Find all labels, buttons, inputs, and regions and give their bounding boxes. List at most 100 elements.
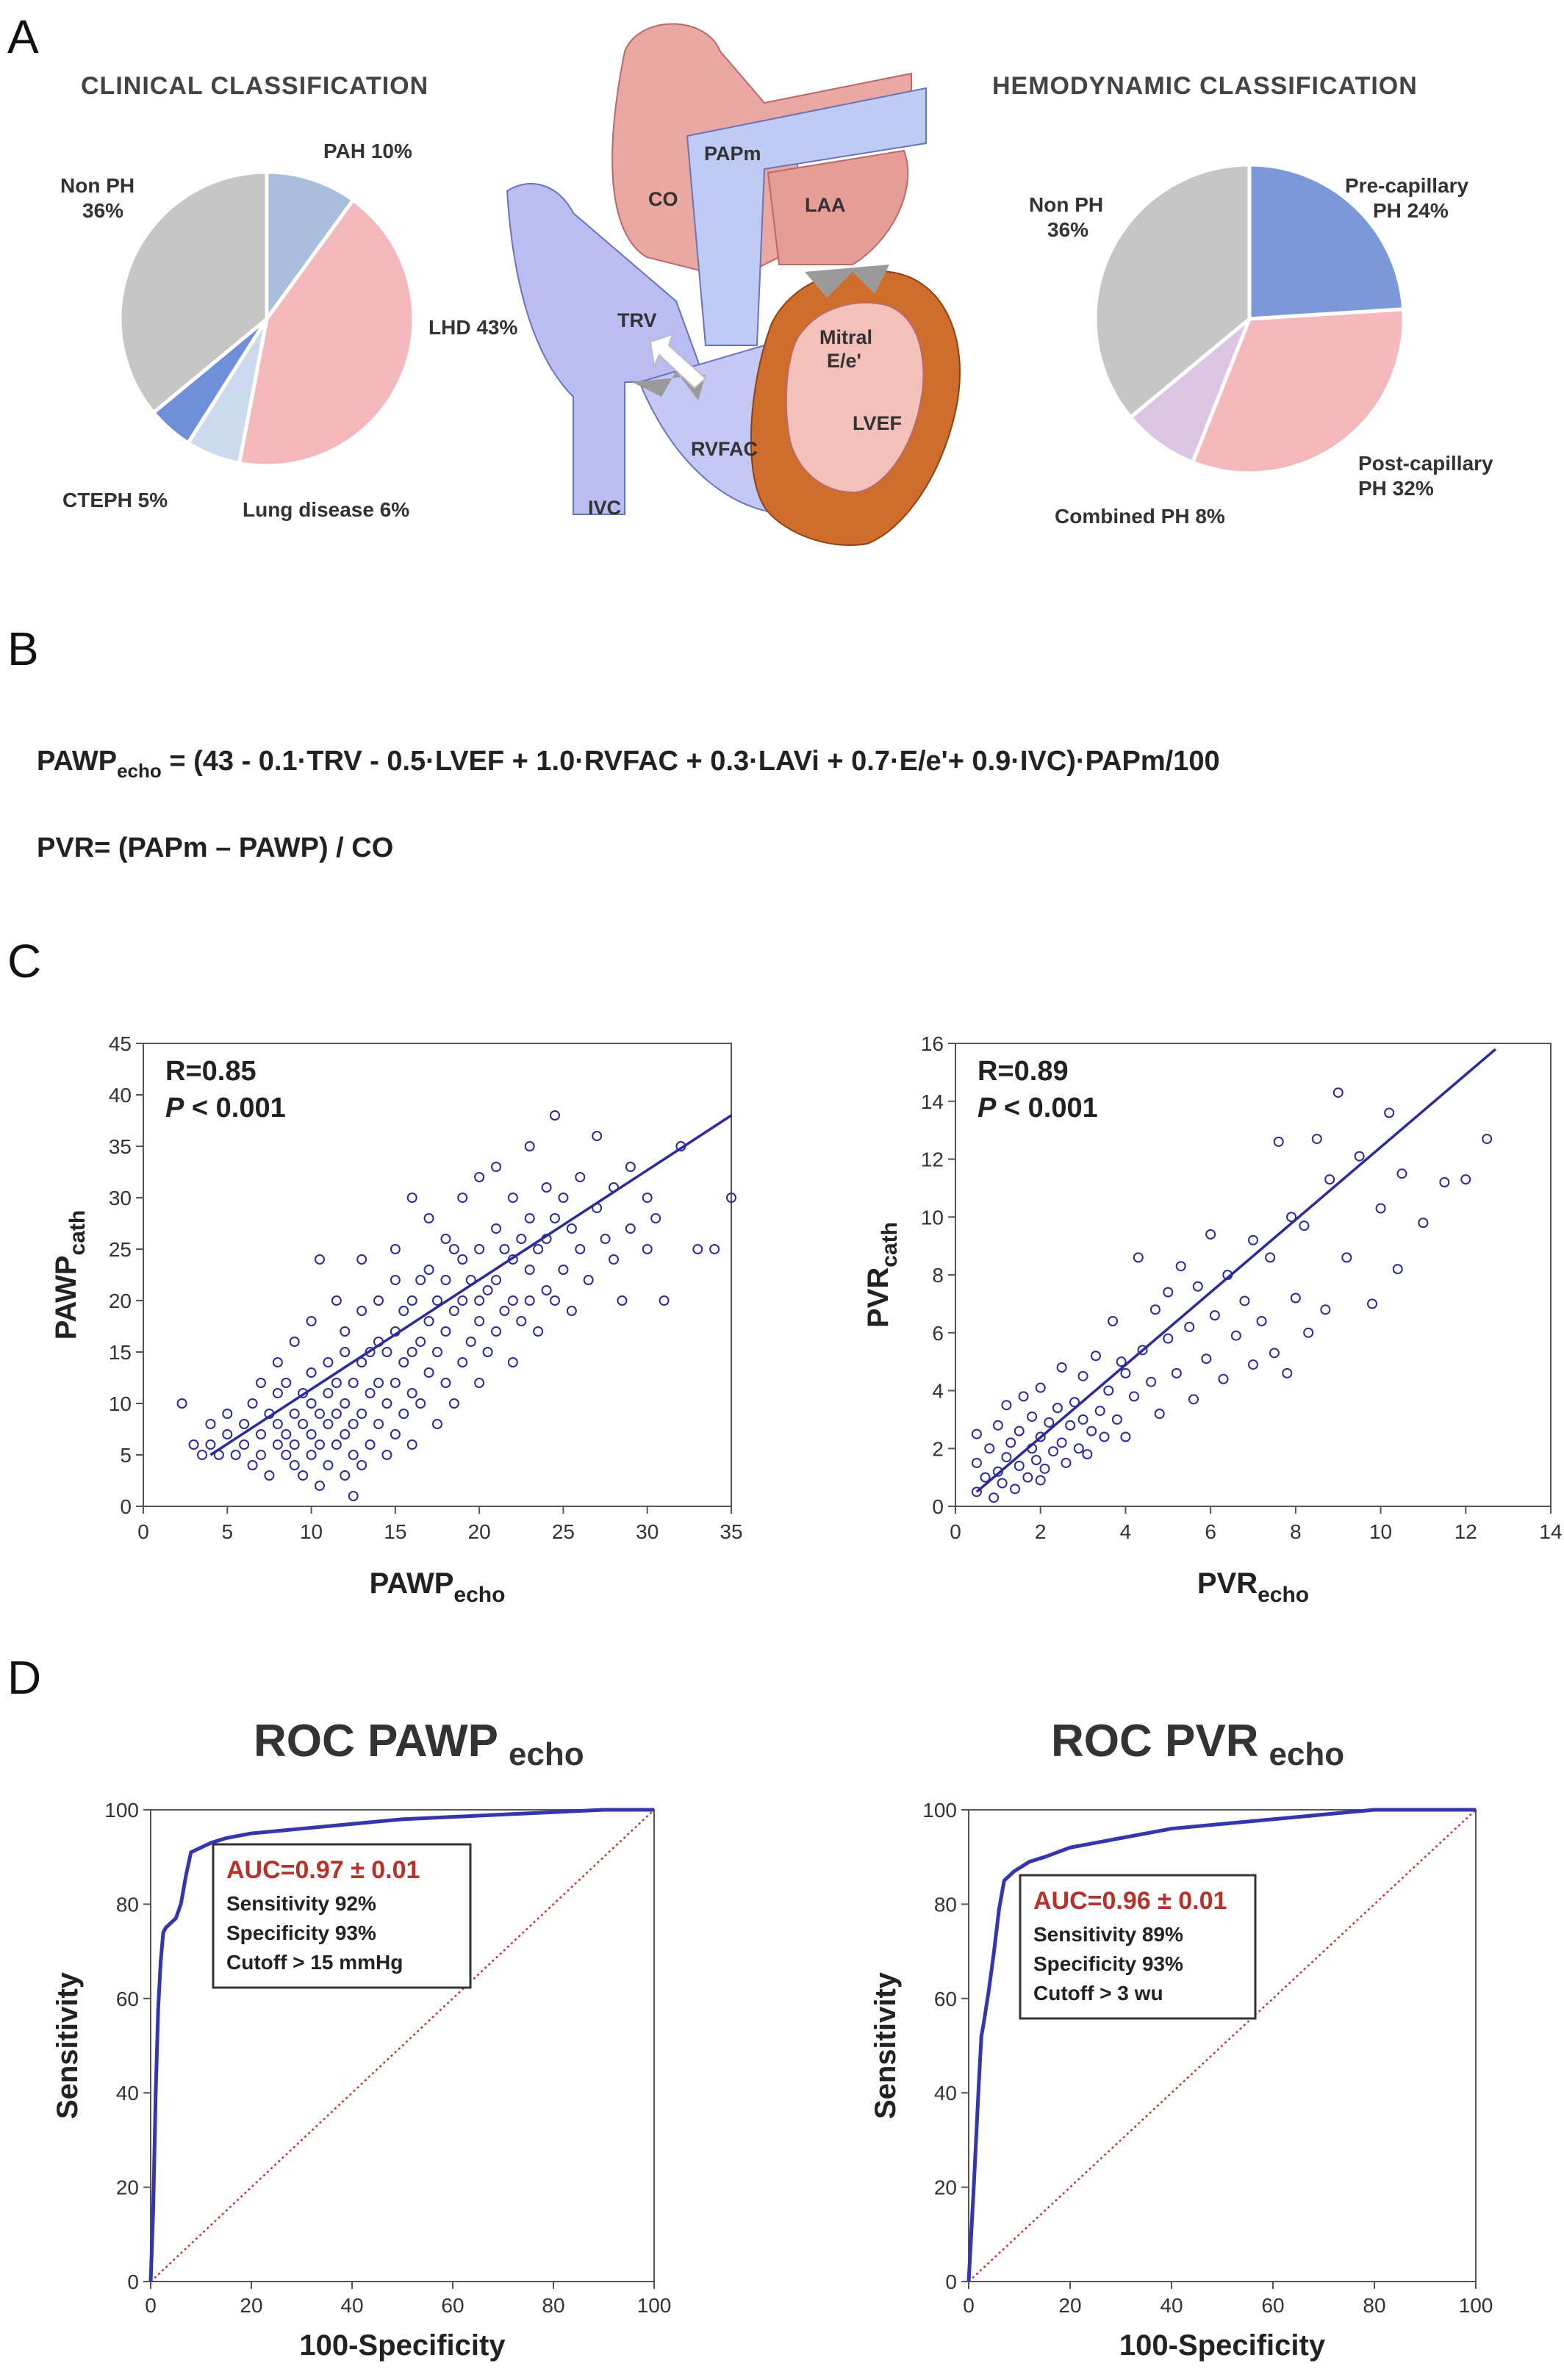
pawp-scatter-point-12: [247, 1398, 258, 1409]
pawp-scatter-point-78: [398, 1409, 409, 1419]
pvr-scatter-point-47: [1133, 1252, 1144, 1263]
pawp-scatter-point-158: [659, 1295, 670, 1306]
pvr-scatter-point-7: [992, 1420, 1003, 1431]
pawp-scatter-point-130: [524, 1213, 535, 1223]
pawp-scatter-point-132: [533, 1326, 544, 1337]
roc-pawp-auc: AUC=0.97 ± 0.01: [226, 1856, 420, 1884]
pawp-scatter-point-143: [566, 1223, 577, 1234]
roc-pawp-chart: 0 20 40 60 80 100 0 20 40 60 80 100 AUC=0.97 ± 0.01 S…: [51, 1799, 671, 2362]
pvr-scatter-point-84: [1375, 1203, 1386, 1214]
pawp-scatter-point-53: [340, 1326, 351, 1337]
formula-pawp: PAWPecho = (43 - 0.1·TRV - 0.5·LVEF + 1.…: [37, 746, 1220, 782]
pie-label-lhd: LHD 43%: [428, 316, 517, 339]
roc-pawp-ytick-label-5: 100: [104, 1799, 139, 1822]
pvr-scatter-fit-line: [975, 1048, 1496, 1493]
pvr-scatter-point-82: [1354, 1151, 1365, 1162]
pvr-scatter-xtick-label-2: 4: [1120, 1520, 1132, 1543]
roc-pawp-cutoff: Cutoff > 15 mmHg: [226, 1951, 403, 1974]
pie-label-non-ph-line1: Non PH: [60, 174, 134, 197]
pvr-scatter-point-77: [1311, 1133, 1322, 1144]
pawp-scatter-point-83: [406, 1347, 417, 1357]
mitral-valve-shape: [805, 265, 889, 298]
pawp-scatter-point-0: [176, 1398, 187, 1409]
pvr-scatter-y-axis-label: PVRcath: [862, 1222, 902, 1328]
pawp-scatter-point-113: [474, 1172, 485, 1182]
pawp-scatter-x-axis-label-main: PAWP: [370, 1567, 454, 1600]
pawp-scatter-point-92: [423, 1213, 434, 1223]
pawp-scatter-point-28: [289, 1337, 300, 1347]
pawp-scatter-y-axis-label: PAWPcath: [50, 1210, 90, 1340]
heart-label-rvfac: RVFAC: [691, 438, 758, 460]
roc-pvr-title-sub: echo: [1269, 1736, 1344, 1772]
pawp-scatter-point-125: [507, 1193, 518, 1203]
pvr-scatter-ytick-label-5: 10: [921, 1206, 944, 1229]
clinical-pie-chart: [118, 170, 416, 468]
pvr-scatter-ytick-label-6: 12: [921, 1148, 944, 1171]
pawp-scatter-point-101: [448, 1306, 459, 1316]
pawp-scatter-ytick-label-9: 45: [109, 1032, 132, 1055]
pawp-scatter-point-141: [558, 1193, 569, 1203]
pawp-scatter-point-162: [726, 1193, 736, 1203]
pvr-scatter-ytick-label-7: 14: [921, 1090, 944, 1113]
pvr-scatter-xtick-label-6: 12: [1454, 1520, 1477, 1543]
pvr-scatter-point-29: [1061, 1457, 1072, 1468]
pvr-scatter-point-35: [1082, 1449, 1093, 1460]
pawp-scatter-point-45: [331, 1439, 342, 1450]
pvr-scatter-point-12: [1010, 1484, 1020, 1495]
panel-b-letter: B: [7, 622, 39, 675]
pawp-scatter-point-37: [315, 1481, 325, 1491]
heart-illustration: CO PAPm LAA TRV Mitral E/e' LVEF RVFAC I…: [506, 23, 961, 546]
pawp-scatter-point-82: [406, 1388, 417, 1398]
panel-d-letter: D: [7, 1651, 41, 1704]
pawp-scatter-point-134: [541, 1285, 552, 1295]
pvr-scatter-point-43: [1116, 1356, 1127, 1367]
roc-pawp-xtick-label-2: 40: [340, 2294, 363, 2317]
pawp-scatter-point-46: [331, 1409, 342, 1419]
pvr-scatter-ytick-label-8: 16: [921, 1032, 944, 1055]
pvr-scatter-point-62: [1218, 1373, 1229, 1384]
pawp-scatter-point-36: [306, 1316, 317, 1326]
pawp-scatter-point-97: [440, 1326, 451, 1337]
pawp-scatter-point-18: [272, 1439, 283, 1450]
pvr-scatter-point-49: [1146, 1376, 1157, 1387]
pawp-scatter-point-79: [398, 1357, 409, 1367]
pawp-scatter-point-106: [457, 1193, 468, 1203]
roc-pvr-auc: AUC=0.96 ± 0.01: [1033, 1887, 1227, 1915]
pawp-scatter-ytick-label-8: 40: [109, 1084, 132, 1107]
pawp-scatter-xtick-label-4: 20: [468, 1520, 491, 1543]
pvr-scatter-point-38: [1094, 1406, 1105, 1417]
left-ventricle-shape: [785, 302, 925, 494]
pvr-scatter-point-78: [1320, 1304, 1331, 1315]
pvr-scatter-point-50: [1149, 1304, 1161, 1315]
pvr-scatter-point-42: [1111, 1414, 1122, 1425]
pawp-scatter-point-129: [524, 1265, 535, 1275]
pawp-scatter-xtick-label-7: 35: [720, 1520, 742, 1543]
pawp-scatter-point-146: [583, 1275, 594, 1285]
pawp-scatter-point-137: [550, 1295, 560, 1306]
pvr-scatter-point-10: [1001, 1400, 1012, 1411]
pvr-scatter-point-60: [1205, 1229, 1216, 1240]
pvr-scatter-p-symbol: P: [978, 1093, 997, 1124]
pvr-scatter-point-46: [1129, 1391, 1139, 1402]
pawp-scatter-point-122: [507, 1357, 518, 1367]
pawp-scatter-point-57: [348, 1378, 359, 1388]
pvr-scatter-point-16: [1022, 1472, 1033, 1483]
pawp-scatter-point-56: [348, 1419, 359, 1429]
roc-pvr-cutoff: Cutoff > 3 wu: [1033, 1982, 1163, 2005]
pawp-scatter-p-symbol: P: [165, 1093, 184, 1124]
pvr-scatter-ytick-label-3: 6: [932, 1322, 944, 1345]
pvr-scatter-point-14: [1014, 1426, 1025, 1437]
pie-label-non-ph-hemo: Non PH 36%: [1029, 193, 1103, 241]
pie-label-pre-capillary: Pre-capillary PH 24%: [1345, 174, 1469, 222]
pvr-scatter-point-56: [1184, 1321, 1195, 1332]
pawp-scatter-point-42: [323, 1419, 334, 1429]
pawp-scatter-point-58: [356, 1460, 367, 1470]
pawp-scatter-point-127: [516, 1234, 527, 1244]
pawp-scatter-point-150: [609, 1254, 619, 1265]
pawp-scatter-point-7: [230, 1450, 241, 1460]
pawp-scatter-r-value: R=0.85: [165, 1056, 257, 1087]
pvr-scatter-point-52: [1163, 1333, 1174, 1344]
pvr-scatter-point-22: [1035, 1382, 1046, 1393]
pawp-scatter-point-123: [507, 1295, 518, 1306]
pawp-scatter-point-41: [323, 1460, 334, 1470]
